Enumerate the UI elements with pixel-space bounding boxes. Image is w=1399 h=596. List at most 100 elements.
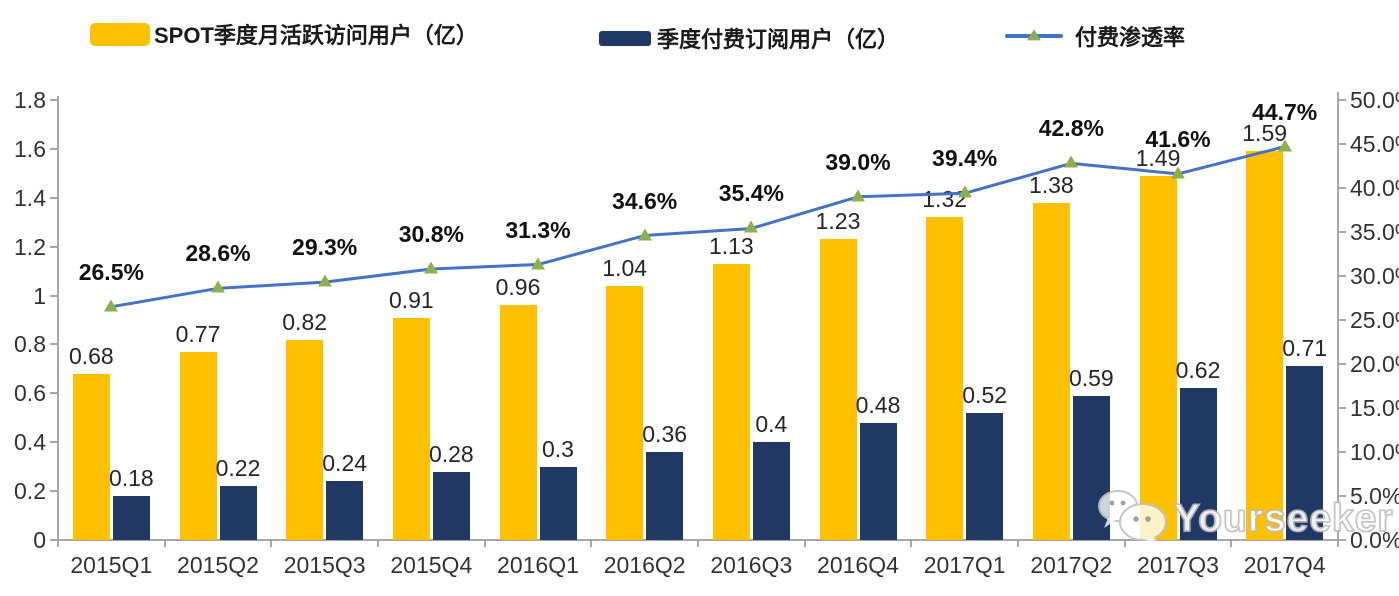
- left-axis-tick-label: 0: [33, 527, 46, 553]
- bar-label-mau: 0.96: [495, 274, 541, 301]
- bar-mau: [926, 217, 964, 540]
- right-axis-tick: [1339, 363, 1346, 365]
- bar-mau: [392, 317, 430, 540]
- left-axis-tick: [50, 99, 57, 101]
- right-axis-tick: [1339, 539, 1346, 541]
- bar-subscribers: [646, 452, 684, 540]
- penetration-label: 26.5%: [78, 258, 144, 285]
- bar-label-mau: 1.04: [602, 254, 648, 281]
- x-axis-tick: [803, 540, 806, 547]
- line-marker-triangle-icon: [957, 185, 972, 198]
- x-axis-tick: [1230, 540, 1233, 547]
- x-axis-tick: [163, 540, 166, 547]
- bar-label-subscribers: 0.3: [542, 435, 574, 462]
- left-axis-tick: [50, 441, 57, 444]
- legend-label-penetration: 付费渗透率: [1075, 25, 1186, 50]
- bar-subscribers: [432, 471, 470, 540]
- line-marker-triangle-icon: [851, 189, 865, 202]
- bar-label-subscribers: 0.52: [962, 381, 1008, 408]
- right-axis-tick: [1339, 231, 1346, 233]
- right-axis-tick: [1339, 407, 1346, 409]
- right-axis-tick-label: 15.0%: [1350, 395, 1399, 421]
- bar-subscribers: [112, 496, 150, 540]
- right-axis-tick-label: 20.0%: [1350, 351, 1399, 377]
- x-axis-tick: [270, 540, 273, 547]
- left-axis-tick: [50, 392, 57, 395]
- x-axis-category-label: 2017Q2: [1030, 552, 1113, 578]
- mau-bar-swatch-icon: [90, 22, 150, 46]
- right-axis-tick: [1339, 319, 1346, 321]
- bar-label-subscribers: 0.36: [642, 421, 688, 447]
- right-axis-tick-label: 45.0%: [1350, 131, 1399, 157]
- left-axis-tick-label: 1.4: [14, 184, 46, 211]
- bar-mau: [499, 305, 537, 540]
- penetration-label: 39.0%: [825, 148, 891, 175]
- right-axis-tick: [1339, 143, 1346, 145]
- bar-label-mau: 0.77: [175, 320, 221, 347]
- x-axis-tick: [1123, 540, 1126, 547]
- bar-label-mau: 1.13: [708, 232, 754, 259]
- bar-label-mau: 0.91: [388, 286, 434, 313]
- right-axis-tick-label: 5.0%: [1350, 483, 1399, 509]
- penetration-label: 44.7%: [1252, 98, 1318, 125]
- x-axis-category-label: 2017Q3: [1137, 552, 1219, 578]
- bar-label-subscribers: 0.24: [322, 450, 368, 477]
- x-axis-tick: [1337, 540, 1339, 547]
- left-axis-tick: [50, 294, 57, 297]
- line-marker-triangle-icon: [744, 221, 759, 234]
- x-axis-category-label: 2017Q1: [923, 552, 1006, 578]
- x-axis-tick: [1017, 540, 1019, 547]
- bar-subscribers: [219, 486, 257, 540]
- bar-subscribers: [1179, 388, 1217, 540]
- bar-mau: [606, 285, 644, 540]
- legend-item-subscribers: 季度付费订阅用户（亿）: [599, 22, 899, 54]
- left-axis-tick: [50, 490, 57, 493]
- bar-label-mau: 0.82: [282, 308, 328, 335]
- line-marker-triangle-icon: [1064, 155, 1079, 168]
- x-axis-tick: [483, 540, 486, 547]
- right-axis-tick-label: 10.0%: [1350, 439, 1399, 465]
- left-axis-tick-label: 1: [33, 282, 46, 309]
- left-axis-tick-label: 0.6: [14, 380, 46, 407]
- x-axis-category-label: 2015Q1: [70, 552, 153, 578]
- x-axis-category-label: 2016Q1: [497, 552, 579, 578]
- line-marker-triangle-icon: [211, 280, 225, 293]
- left-axis-tick: [50, 539, 57, 541]
- bar-mau: [819, 239, 857, 540]
- watermark: Yourseeker: [1096, 488, 1394, 550]
- penetration-label: 29.3%: [292, 234, 358, 261]
- right-axis-tick: [1339, 187, 1346, 189]
- left-axis-tick: [50, 196, 57, 199]
- penetration-label: 35.4%: [718, 180, 784, 207]
- bar-label-subscribers: 0.18: [108, 465, 154, 491]
- x-axis-category-label: 2016Q3: [710, 552, 793, 578]
- left-axis-tick-label: 1.2: [14, 233, 46, 260]
- left-axis-tick: [50, 147, 57, 150]
- x-axis-category-label: 2015Q3: [283, 552, 366, 578]
- penetration-line-swatch-icon: [1005, 29, 1063, 41]
- watermark-text: Yourseeker: [1173, 496, 1394, 541]
- bar-subscribers: [1286, 366, 1324, 540]
- penetration-label: 39.4%: [932, 145, 998, 172]
- right-axis-tick-label: 35.0%: [1350, 219, 1399, 245]
- right-axis-tick: [1339, 275, 1346, 277]
- x-axis-tick: [590, 540, 593, 547]
- left-axis-tick-label: 1.6: [14, 135, 46, 162]
- left-axis-tick-label: 0.8: [14, 331, 46, 358]
- bar-label-subscribers: 0.71: [1282, 335, 1328, 362]
- bar-subscribers: [539, 466, 577, 540]
- right-axis-tick-label: 50.0%: [1350, 87, 1399, 113]
- x-axis-tick: [697, 540, 699, 547]
- bar-label-mau: 1.32: [922, 186, 968, 213]
- bar-subscribers: [326, 481, 364, 540]
- bar-mau: [179, 351, 217, 540]
- bar-subscribers: [966, 412, 1004, 540]
- left-axis-tick: [50, 245, 57, 248]
- bar-mau: [712, 263, 750, 540]
- x-axis-category-label: 2015Q2: [177, 552, 259, 578]
- x-axis-tick: [377, 540, 379, 547]
- penetration-label: 42.8%: [1038, 115, 1104, 142]
- legend-item-mau: SPOT季度月活跃访问用户（亿）: [90, 18, 478, 50]
- bar-label-subscribers: 0.62: [1175, 357, 1221, 384]
- bar-label-subscribers: 0.59: [1068, 364, 1114, 391]
